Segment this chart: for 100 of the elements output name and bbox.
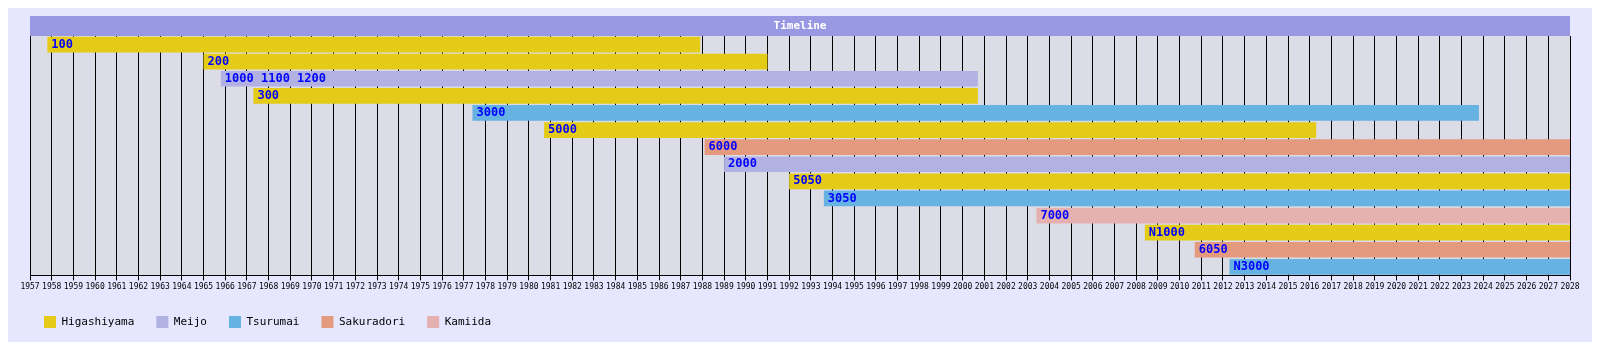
bar: [1194, 241, 1570, 258]
x-tick-label: 1981: [540, 282, 561, 292]
x-tick-label: 1996: [866, 282, 886, 292]
bar: [203, 53, 768, 70]
legend-label: Sakuradori: [338, 314, 406, 328]
x-tick-label: 2022: [1430, 282, 1450, 292]
x-tick-label: 1958: [42, 282, 62, 292]
y-tick-label: 200: [207, 53, 230, 68]
bar: [472, 105, 1479, 121]
x-tick-label: 1980: [519, 282, 539, 292]
x-tick-label: 1992: [779, 282, 799, 292]
x-tick-label: 1984: [606, 282, 626, 292]
bar: [704, 139, 1570, 156]
y-tick-label: 300: [257, 87, 280, 102]
x-tick-label: 2007: [1104, 282, 1125, 292]
x-tick-label: 1978: [475, 282, 496, 292]
x-tick-label: 2025: [1495, 282, 1515, 292]
x-tick-label: 2016: [1300, 282, 1320, 292]
x-tick-label: 1963: [150, 282, 170, 292]
x-tick-label: 1960: [85, 282, 105, 292]
bar: [1144, 224, 1570, 241]
x-tick-label: 2004: [1039, 282, 1060, 292]
x-tick-label: 1969: [280, 282, 301, 292]
y-tick-label: 5050: [793, 173, 823, 188]
x-tick-label: 1973: [367, 282, 387, 292]
x-tick-label: 1990: [736, 282, 756, 292]
x-tick-label: 2027: [1538, 282, 1559, 292]
x-tick-label: 2014: [1256, 282, 1277, 292]
bar: [220, 70, 978, 87]
y-tick-label: 3000: [476, 105, 506, 120]
y-tick-label: N3000: [1233, 258, 1270, 273]
x-tick-label: 1957: [20, 282, 40, 292]
x-tick-label: 1961: [107, 282, 127, 292]
bar: [1036, 207, 1570, 224]
x-tick-label: 1988: [692, 282, 713, 292]
x-tick-label: 1974: [389, 282, 409, 292]
y-tick-label: 6050: [1198, 241, 1228, 256]
x-tick-label: 1967: [237, 282, 257, 292]
x-tick-label: 2009: [1148, 282, 1168, 292]
x-tick-label: 2011: [1191, 282, 1212, 292]
x-tick-label: 1959: [63, 282, 84, 292]
y-tick-label: 3050: [827, 190, 857, 205]
x-tick-label: 2005: [1061, 282, 1081, 292]
x-tick-label: 1989: [714, 282, 734, 292]
x-tick-label: 1977: [454, 282, 474, 292]
legend-label: Kamiida: [444, 314, 492, 328]
x-tick-label: 2015: [1278, 282, 1298, 292]
x-tick-label: 1966: [215, 282, 236, 292]
x-tick-label: 2003: [1018, 282, 1038, 292]
bar: [724, 156, 1570, 173]
x-tick-label: 2013: [1235, 282, 1255, 292]
x-tick-label: 1998: [909, 282, 930, 292]
y-tick-label: 100: [51, 36, 74, 51]
bar: [544, 122, 1317, 138]
y-tick-label: 7000: [1040, 207, 1070, 222]
x-tick-label: 2023: [1451, 282, 1472, 292]
x-tick-label: 2006: [1083, 282, 1103, 292]
x-tick-label: 2000: [953, 282, 973, 292]
x-tick-label: 2010: [1169, 282, 1190, 292]
x-tick-label: 1991: [757, 282, 778, 292]
bar: [789, 173, 1570, 190]
x-tick-label: 1976: [432, 282, 452, 292]
x-tick-label: 1985: [627, 282, 648, 292]
x-tick-label: 1997: [887, 282, 908, 292]
x-tick-label: 2008: [1126, 282, 1147, 292]
x-tick-label: 1971: [324, 282, 344, 292]
x-tick-label: 1979: [497, 282, 517, 292]
x-tick-label: 2001: [974, 282, 995, 292]
x-tick-label: 1987: [671, 282, 691, 292]
x-tick-label: 2019: [1365, 282, 1385, 292]
x-tick-label: 1993: [801, 282, 821, 292]
bar: [823, 190, 1570, 207]
x-tick-label: 2024: [1473, 282, 1494, 292]
y-tick-label: 6000: [708, 139, 738, 154]
x-tick-label: 1994: [822, 282, 843, 292]
x-tick-label: 2028: [1560, 282, 1580, 292]
y-tick-label: 1000 1100 1200: [224, 70, 327, 85]
x-tick-label: 2018: [1343, 282, 1363, 292]
x-tick-label: 1970: [302, 282, 322, 292]
chart-title: Timeline: [773, 18, 827, 32]
x-tick-label: 1995: [844, 282, 865, 292]
x-tick-label: 2026: [1516, 282, 1537, 292]
x-tick-label: 2017: [1321, 282, 1342, 292]
bar: [253, 87, 978, 104]
x-tick-label: 1999: [931, 282, 951, 292]
y-tick-label: 5000: [548, 122, 577, 137]
x-tick-label: 1975: [410, 282, 431, 292]
x-tick-label: 2021: [1408, 282, 1428, 292]
legend-label: Higashiyama: [61, 314, 135, 328]
x-tick-label: 1982: [562, 282, 583, 292]
x-tick-label: 1968: [258, 282, 279, 292]
x-tick-label: 2002: [996, 282, 1016, 292]
x-tick-label: 1964: [172, 282, 192, 292]
x-tick-label: 2020: [1386, 282, 1407, 292]
y-tick-label: N1000: [1148, 224, 1185, 239]
x-tick-label: 1962: [128, 282, 149, 292]
x-tick-label: 1972: [345, 282, 366, 292]
bar: [1229, 258, 1570, 275]
x-tick-label: 2012: [1213, 282, 1233, 292]
x-tick-label: 1983: [584, 282, 604, 292]
